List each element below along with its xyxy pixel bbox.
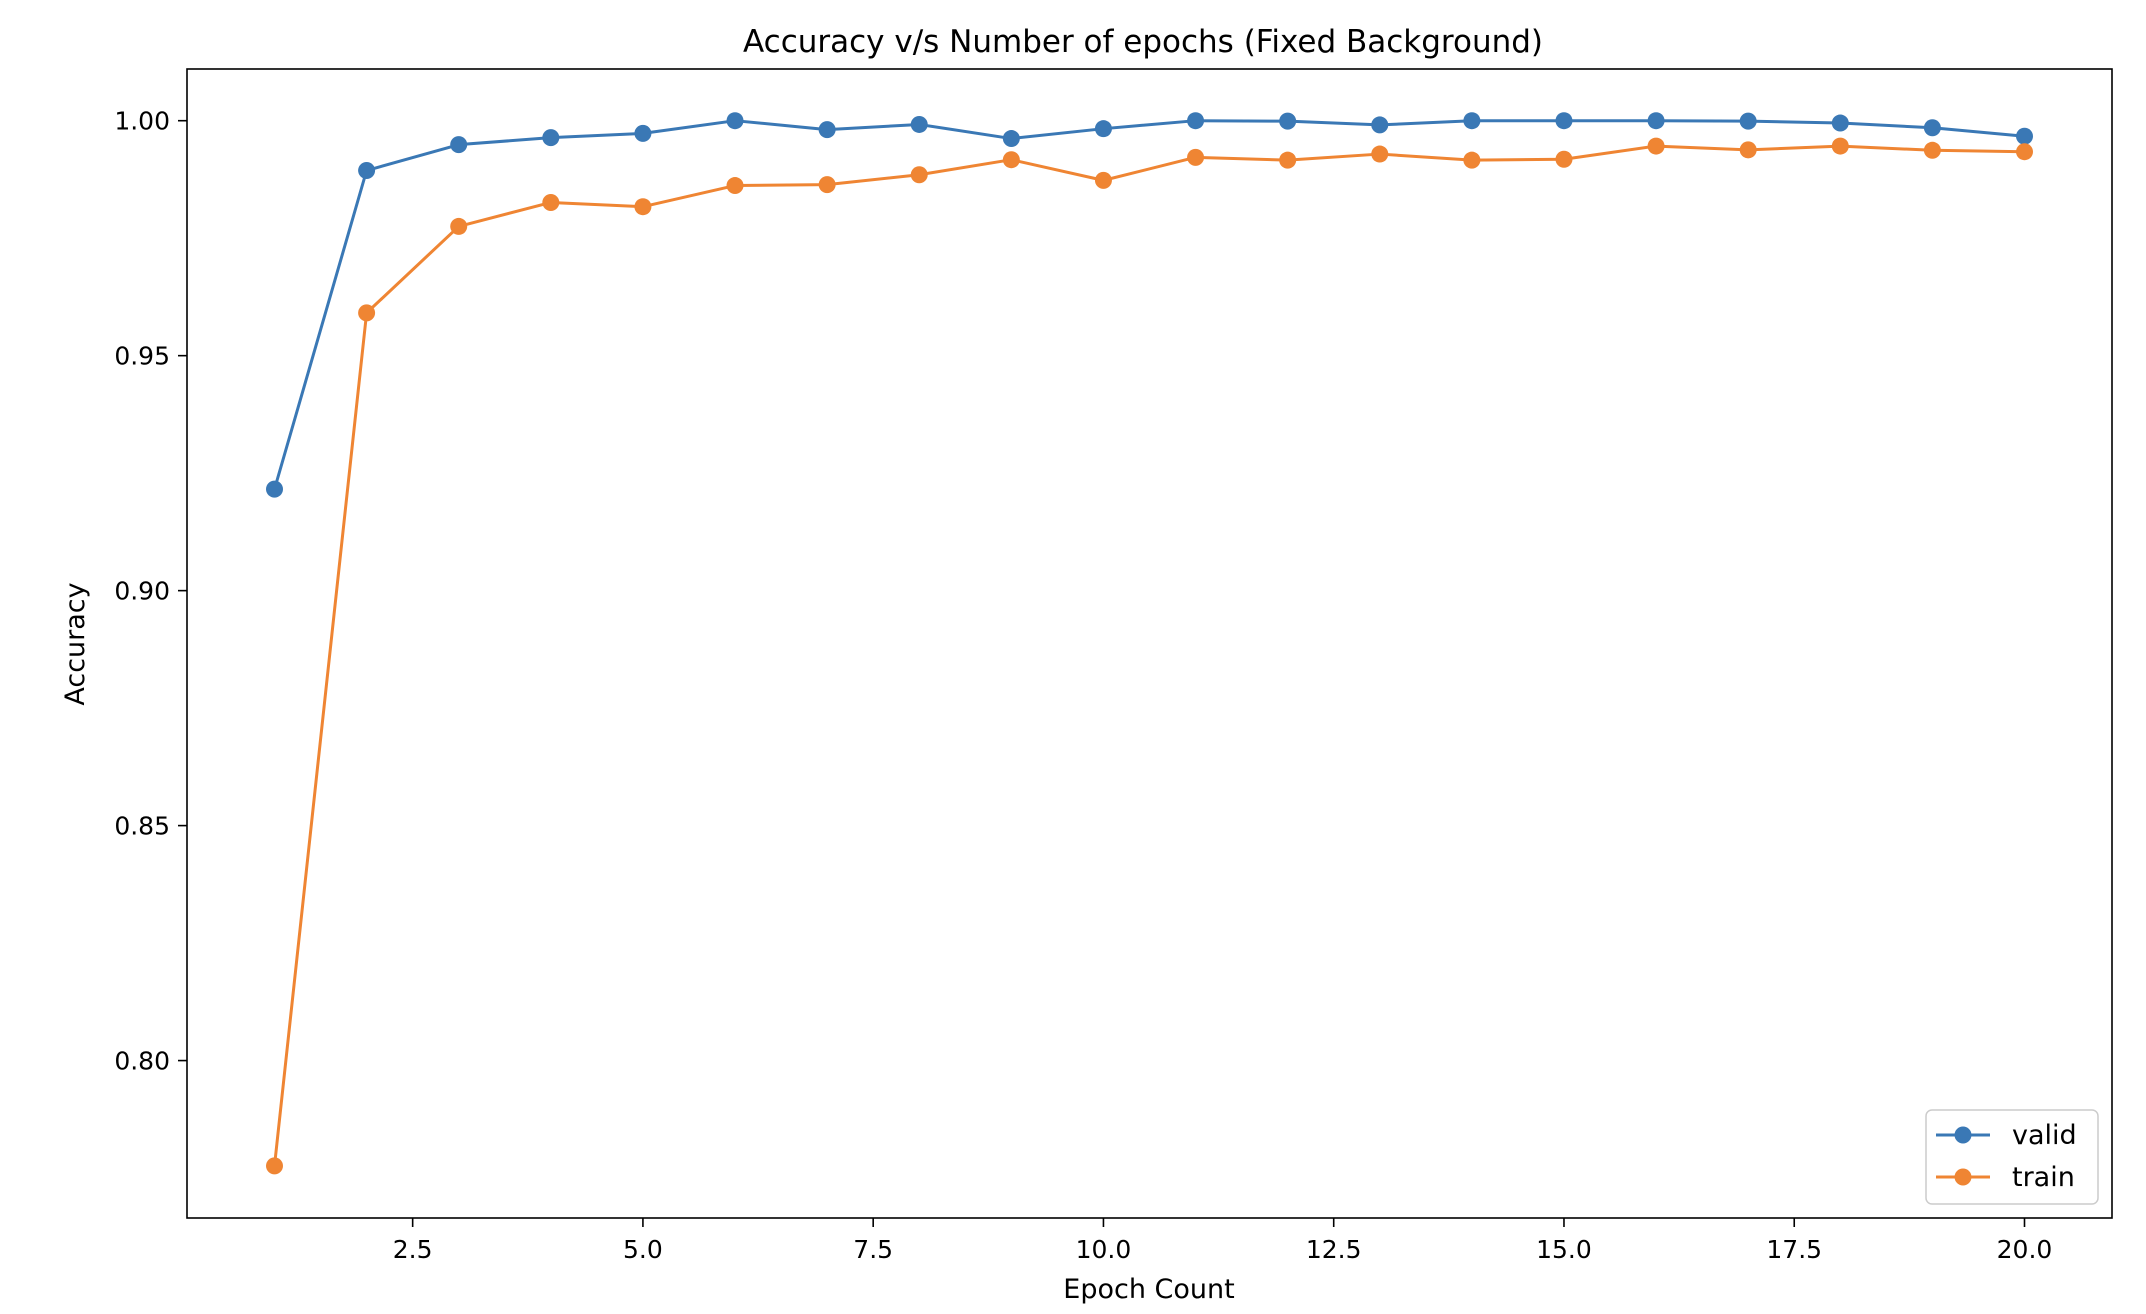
data-point-train [1831,137,1849,155]
plot-area [186,68,2113,1219]
data-point-train [818,176,836,194]
data-point-valid [266,480,283,498]
data-point-valid [634,124,652,142]
legend-label-train: train [2012,1162,2075,1193]
data-point-train [1279,151,1297,169]
data-point-valid [1094,120,1112,138]
data-point-valid [1463,112,1481,130]
data-point-valid [910,115,928,133]
chart-title: Accuracy v/s Number of epochs (Fixed Bac… [743,24,1543,60]
data-point-valid [1187,112,1205,130]
data-point-valid [450,136,468,154]
x-tick-label: 7.5 [853,1235,893,1264]
y-tick-label: 0.95 [114,342,170,371]
x-axis: 2.5 5.0 7.5 10.0 12.5 15.0 17.5 20.0 [393,1218,2053,1264]
legend-marker-train [1954,1168,1972,1186]
legend-label-valid: valid [2012,1120,2077,1151]
data-point-train [2016,143,2033,161]
data-point-valid [726,112,744,130]
data-point-train [450,217,468,235]
x-tick-label: 20.0 [1997,1235,2053,1264]
data-point-train [1371,145,1389,163]
x-tick-label: 15.0 [1536,1235,1592,1264]
data-point-valid [1647,112,1665,130]
data-point-valid [1923,119,1941,137]
legend: valid train [1925,1109,2099,1205]
y-axis-label: Accuracy [60,582,91,705]
data-point-train [1187,148,1205,166]
y-tick-label: 0.80 [114,1047,170,1076]
data-point-train [1555,150,1573,168]
data-point-train [1094,171,1112,189]
data-point-valid [2016,127,2033,145]
x-tick-label: 5.0 [623,1235,663,1264]
data-point-valid [818,121,836,139]
data-point-valid [1279,112,1297,130]
series-line-train [273,144,2025,1167]
y-axis: 0.80 0.85 0.90 0.95 1.00 [114,107,187,1076]
series-valid [266,112,2033,498]
data-point-valid [1831,114,1849,132]
data-point-train [1647,137,1665,155]
data-point-valid [358,162,376,180]
data-point-train [1002,151,1020,169]
data-point-train [1463,151,1481,169]
data-point-valid [1555,112,1573,130]
x-tick-label: 10.0 [1076,1235,1132,1264]
series-line-valid [273,119,2025,490]
y-tick-label: 0.85 [114,812,170,841]
data-point-valid [1739,112,1757,130]
y-tick-label: 0.90 [114,577,170,606]
data-point-train [1739,141,1757,159]
data-point-train [910,166,928,184]
data-point-train [266,1157,283,1175]
data-point-train [358,304,376,322]
data-point-valid [1002,130,1020,148]
series-layer [266,112,2033,1175]
data-point-valid [1371,116,1389,134]
x-tick-label: 17.5 [1766,1235,1822,1264]
legend-marker-valid [1954,1126,1972,1144]
data-point-train [634,198,652,216]
data-point-train [1923,141,1941,159]
data-point-valid [542,129,560,147]
series-train [266,137,2033,1175]
x-tick-label: 2.5 [393,1235,433,1264]
y-tick-label: 1.00 [114,107,170,136]
x-tick-label: 12.5 [1306,1235,1362,1264]
data-point-train [726,177,744,195]
data-point-train [542,193,560,211]
x-axis-label: Epoch Count [1063,1274,1234,1305]
